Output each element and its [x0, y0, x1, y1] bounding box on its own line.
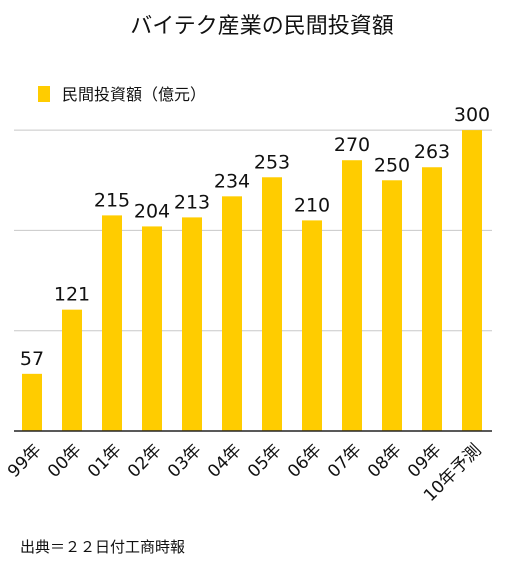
bar [342, 160, 362, 431]
x-tick-label: 07年 [324, 440, 365, 481]
bar [222, 196, 242, 431]
legend-swatch [38, 86, 50, 102]
x-tick-label: 05年 [244, 440, 285, 481]
x-tick-label: 06年 [284, 440, 325, 481]
data-label: 300 [454, 104, 490, 126]
data-label: 215 [94, 189, 130, 211]
x-tick-label: 03年 [164, 440, 205, 481]
bar [62, 309, 82, 431]
bar [382, 180, 402, 431]
data-label: 57 [20, 348, 44, 370]
data-label: 213 [174, 191, 210, 213]
data-label: 250 [374, 154, 410, 176]
gridlines [14, 129, 492, 332]
x-tick-label: 08年 [364, 440, 405, 481]
x-tick-label: 00年 [44, 440, 85, 481]
x-tick-label: 99年 [4, 440, 45, 481]
bar [462, 130, 482, 431]
x-tick-label: 04年 [204, 440, 245, 481]
x-tick-label: 02年 [124, 440, 165, 481]
data-label: 263 [414, 141, 450, 163]
chart-title: バイテク産業の民間投資額 [130, 14, 394, 39]
data-label: 253 [254, 151, 290, 173]
bar [182, 217, 202, 431]
bar [422, 167, 442, 431]
x-tick-label: 01年 [84, 440, 125, 481]
data-label: 204 [134, 200, 170, 222]
bar [142, 226, 162, 431]
data-label: 121 [54, 284, 90, 306]
source-note: 出典＝２２日付工商時報 [20, 538, 185, 556]
bar [102, 215, 122, 431]
bar [302, 220, 322, 431]
legend: 民間投資額（億元） [38, 85, 206, 104]
bar [22, 373, 42, 431]
bars [22, 130, 482, 431]
data-label: 234 [214, 170, 250, 192]
legend-label: 民間投資額（億元） [62, 85, 206, 104]
data-label: 210 [294, 194, 330, 216]
bar [262, 177, 282, 431]
data-label: 270 [334, 134, 370, 156]
